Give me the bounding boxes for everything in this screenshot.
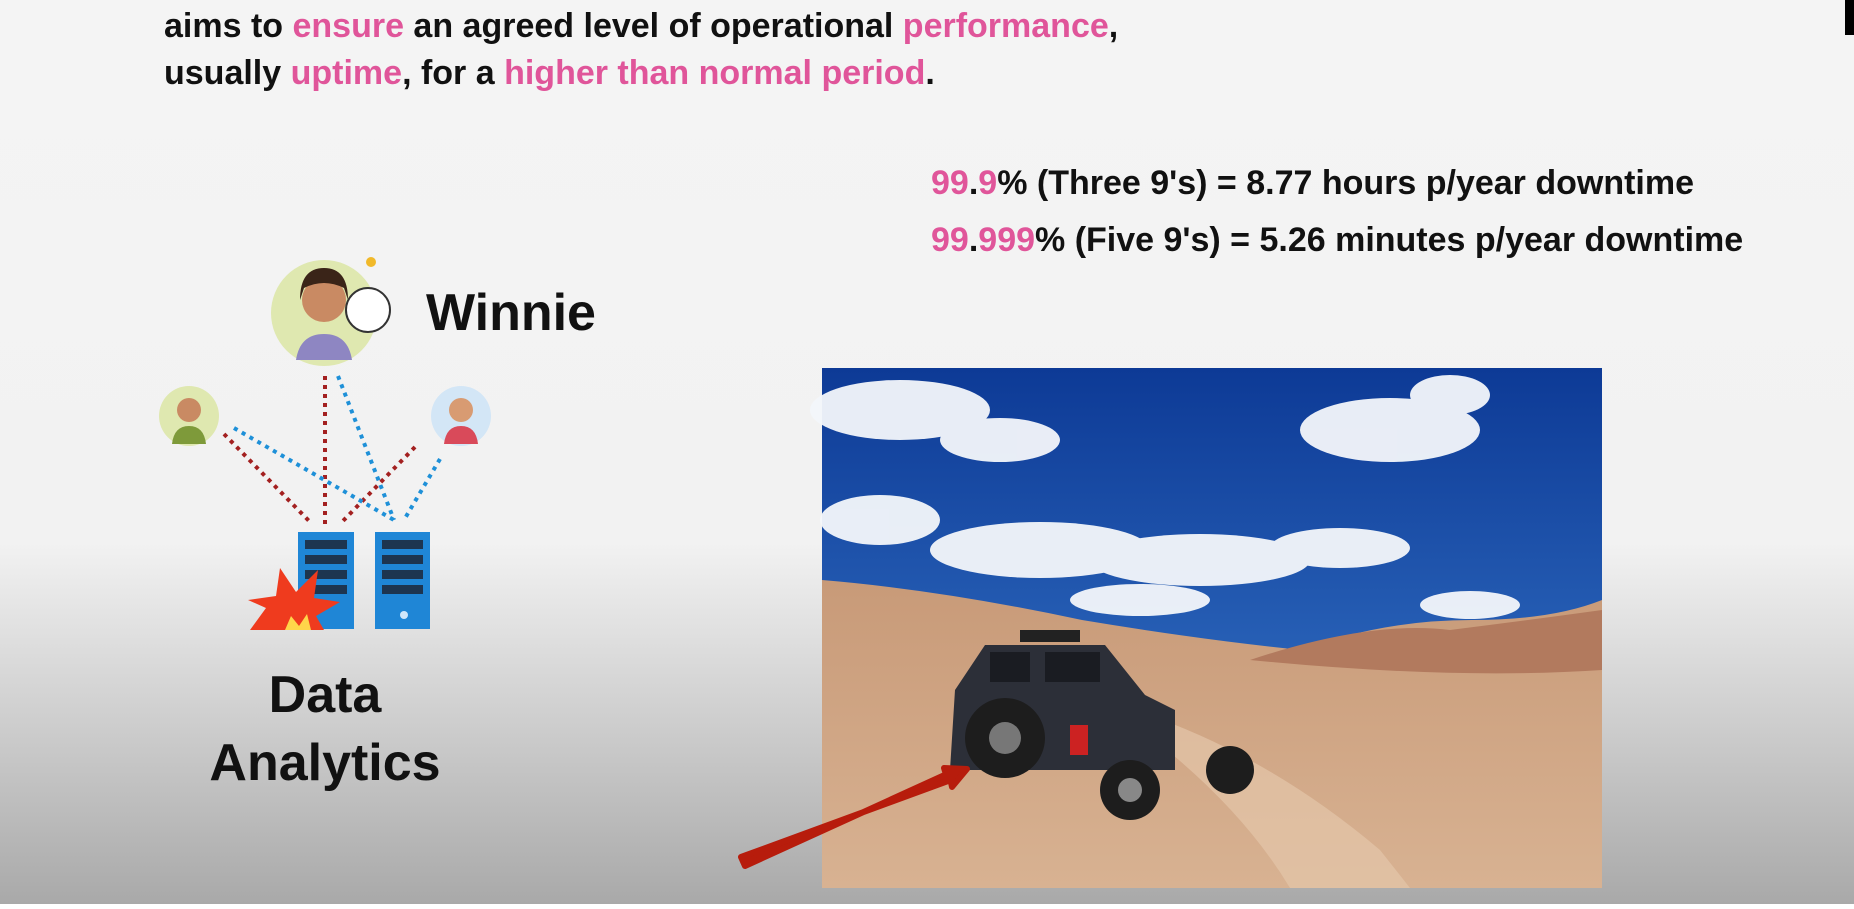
corner-marker — [1845, 0, 1854, 35]
system-label-line: Data — [269, 666, 383, 724]
arrow — [738, 765, 970, 869]
text-segment: , — [1109, 7, 1118, 45]
text-segment: . — [969, 164, 978, 202]
text-segment: % (Five 9's) = 5.26 minutes p/year downt… — [1035, 221, 1743, 259]
person-name: Winnie — [426, 284, 596, 342]
text-segment: . — [969, 221, 978, 259]
photo — [810, 368, 1602, 888]
text-segment: usually — [164, 54, 291, 92]
jeep — [950, 630, 1254, 820]
text-segment: . — [925, 54, 934, 92]
text-segment: aims to — [164, 7, 292, 45]
text-line: 99.9% (Three 9's) = 8.77 hours p/year do… — [931, 164, 1694, 202]
text-segment: % (Three 9's) = 8.77 hours p/year downti… — [997, 164, 1694, 202]
text-line: usually uptime, for a higher than normal… — [164, 54, 935, 92]
text-segment: uptime — [291, 54, 402, 92]
system-label: Data Analytics — [209, 666, 440, 792]
text-segment: an agreed level of operational — [404, 7, 903, 45]
text-segment: performance — [903, 7, 1109, 45]
text-segment: 999 — [978, 221, 1035, 259]
uptime-text: 99.9% (Three 9's) = 8.77 hours p/year do… — [931, 164, 1743, 259]
text-line: aims to ensure an agreed level of operat… — [164, 7, 1118, 45]
text-segment: 99 — [931, 221, 969, 259]
intro-text: aims to ensure an agreed level of operat… — [164, 7, 1118, 92]
text-segment: 9 — [978, 164, 997, 202]
text-segment: higher than normal period — [504, 54, 925, 92]
text-line: 99.999% (Five 9's) = 5.26 minutes p/year… — [931, 221, 1743, 259]
system-label-line: Analytics — [209, 734, 440, 792]
illustration — [159, 257, 491, 630]
text-segment: ensure — [292, 7, 404, 45]
text-segment: 99 — [931, 164, 969, 202]
text-segment: , for a — [402, 54, 504, 92]
